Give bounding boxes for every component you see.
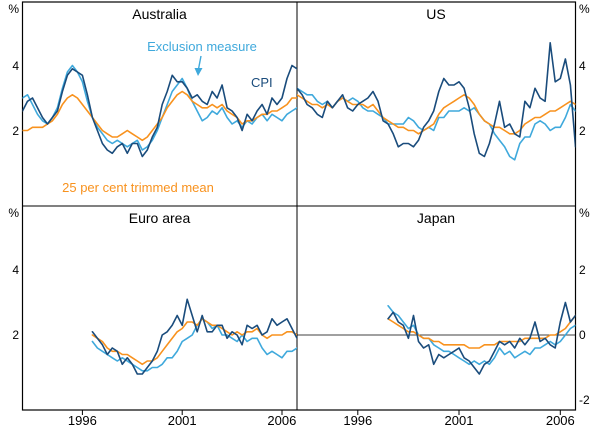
annotation-exclusion-measure: Exclusion measure	[147, 39, 257, 54]
y-tick-label: 4	[12, 263, 19, 277]
y-tick-label: 2	[579, 123, 586, 138]
series-line-cpi-top-left	[22, 64, 297, 158]
y-tick-label: 4	[579, 58, 586, 73]
x-tick-label: 2006	[267, 413, 297, 428]
y-axis-unit-top-right: %	[579, 2, 590, 16]
panel-title-us: US	[426, 6, 446, 22]
y-tick-label: 2	[579, 263, 586, 277]
panel-title-euro-area: Euro area	[128, 210, 191, 226]
y-tick-label: 2	[12, 328, 19, 342]
x-tick-label: 2006	[545, 413, 575, 428]
exclusion-annotation-arrow-head	[194, 68, 203, 76]
y-tick-label: -2	[579, 393, 590, 407]
y-tick-label: 2	[12, 123, 19, 138]
x-tick-label: 1996	[343, 413, 373, 428]
y-tick-label: 4	[12, 58, 19, 73]
y-axis-unit-top-left: %	[8, 2, 19, 16]
series-line-exclusion-top-left	[22, 64, 297, 151]
series-line-cpi-bottom-left	[91, 298, 297, 375]
panel-title-japan: Japan	[416, 210, 456, 226]
series-line-cpi-top-right	[297, 42, 576, 158]
y-axis-unit-mid-left: %	[8, 206, 19, 220]
y-axis-unit-mid-right: %	[579, 206, 590, 220]
panel-title-australia: Australia	[132, 6, 187, 22]
series-line-exclusion-bottom-left	[91, 318, 297, 372]
exclusion-annotation-arrow-shaft	[197, 55, 202, 70]
annotation-cpi: CPI	[251, 75, 273, 90]
series-line-cpi-bottom-right	[387, 301, 576, 375]
x-tick-label: 2001	[444, 413, 474, 428]
x-tick-label: 1996	[67, 413, 97, 428]
y-tick-label: 0	[579, 328, 586, 342]
annotation-trimmed-mean: 25 per cent trimmed mean	[62, 180, 214, 195]
x-tick-label: 2001	[167, 413, 197, 428]
